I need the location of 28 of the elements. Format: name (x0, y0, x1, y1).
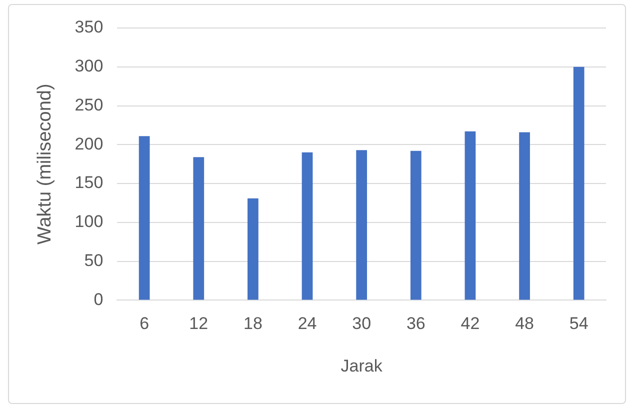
bar (138, 136, 150, 300)
bar (573, 66, 584, 300)
x-tick-label: 6 (140, 314, 150, 334)
y-axis-title: Waktu (milisecond) (34, 84, 56, 245)
x-tick-label: 48 (515, 314, 534, 334)
bar (410, 150, 422, 300)
y-tick-label: 300 (74, 56, 104, 76)
x-tick-label: 36 (406, 314, 426, 334)
x-tick-label: 12 (189, 314, 208, 334)
x-tick-label: 54 (569, 314, 588, 334)
bar (193, 157, 204, 300)
x-tick-label: 42 (460, 314, 480, 334)
bar (464, 131, 476, 300)
y-tick-label: 50 (84, 251, 104, 270)
x-tick-label: 24 (298, 314, 317, 334)
bar (519, 132, 530, 300)
bar (248, 198, 258, 300)
x-tick-label: 30 (352, 314, 372, 334)
bar (302, 152, 313, 300)
x-axis-title: Jarak (340, 356, 383, 376)
x-tick-label: 18 (243, 314, 262, 334)
y-tick-label: 0 (94, 290, 104, 309)
y-tick-label: 100 (74, 212, 104, 232)
y-tick-label: 200 (74, 134, 104, 154)
bar (356, 150, 368, 300)
y-tick-label: 350 (74, 18, 104, 37)
y-tick-label: 250 (74, 95, 104, 114)
y-tick-label: 150 (74, 173, 104, 192)
